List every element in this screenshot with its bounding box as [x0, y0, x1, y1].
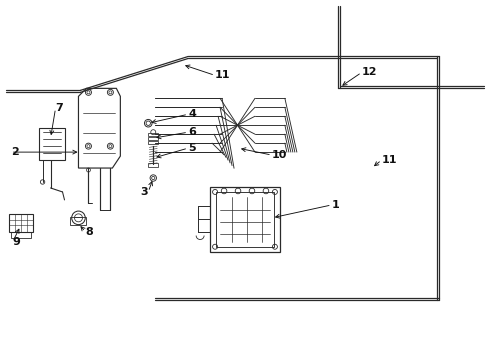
Text: 9: 9	[13, 237, 20, 247]
Text: 6: 6	[188, 127, 196, 137]
Bar	[70, 217, 86, 225]
Bar	[39, 128, 64, 160]
Text: 3: 3	[141, 187, 148, 197]
Bar	[11, 232, 31, 238]
Bar	[148, 141, 158, 144]
Text: 11: 11	[381, 155, 396, 165]
Bar	[210, 187, 279, 252]
Bar	[216, 192, 273, 247]
Bar	[148, 133, 158, 136]
Bar	[148, 137, 158, 140]
Text: 2: 2	[11, 147, 19, 157]
Text: 8: 8	[85, 227, 93, 237]
Text: 1: 1	[331, 200, 339, 210]
Text: 10: 10	[271, 150, 287, 160]
Text: 11: 11	[215, 71, 230, 80]
Text: 5: 5	[188, 143, 195, 153]
Bar	[9, 214, 33, 232]
Text: 12: 12	[361, 67, 376, 77]
Bar	[148, 163, 158, 167]
Text: 4: 4	[188, 109, 196, 119]
Text: 7: 7	[56, 103, 63, 113]
